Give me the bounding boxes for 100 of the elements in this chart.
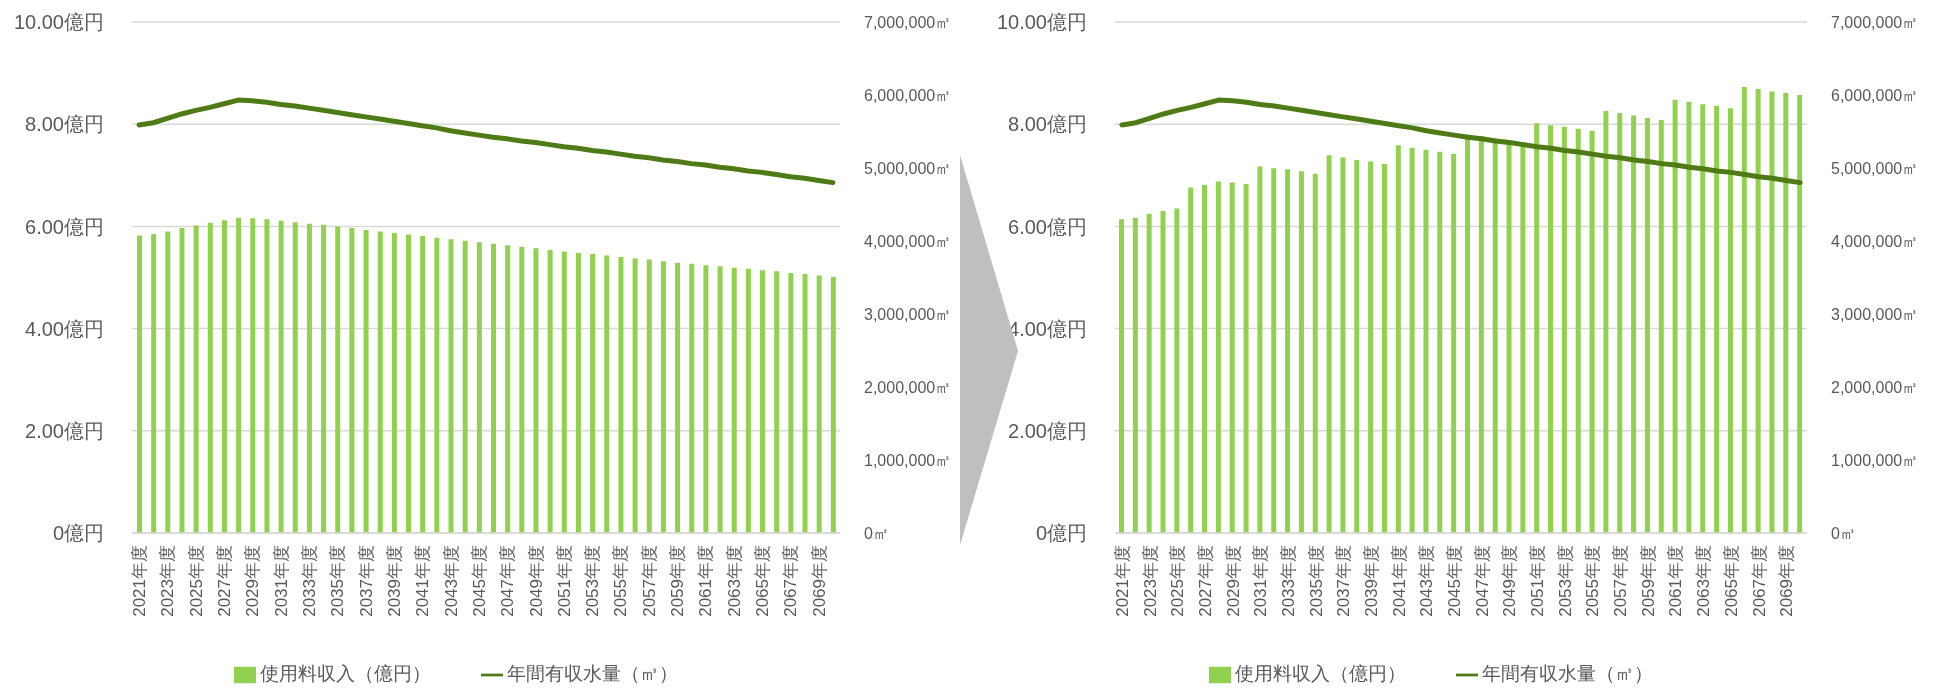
bar [717, 266, 723, 533]
y2-tick-label: 3,000,000㎥ [864, 305, 952, 323]
bar [1755, 88, 1761, 533]
bar [1354, 159, 1360, 533]
y-tick-label: 8.00億円 [1008, 113, 1087, 136]
bar [802, 273, 808, 533]
y-tick-label: 10.00億円 [13, 11, 104, 34]
x-tick-label: 2059年度 [668, 545, 688, 617]
legend-label: 年間有収水量（㎥） [1481, 663, 1653, 684]
y2-tick-label: 4,000,000㎥ [1831, 232, 1919, 250]
bar [788, 272, 794, 533]
bar [321, 224, 327, 533]
bar [1561, 126, 1567, 533]
bar [1783, 93, 1789, 533]
bar [1312, 173, 1318, 533]
bar [1146, 213, 1152, 533]
x-tick-label: 2051年度 [554, 545, 574, 617]
bar [689, 263, 695, 533]
bar [675, 262, 681, 533]
x-tick-label: 2045年度 [1445, 545, 1465, 617]
x-tick-label: 2063年度 [724, 545, 744, 617]
x-tick-label: 2031年度 [271, 545, 291, 617]
bar [236, 217, 242, 533]
bar [1395, 145, 1401, 533]
bar [1658, 120, 1664, 533]
bar [519, 246, 525, 533]
y-tick-label: 6.00億円 [25, 215, 104, 238]
x-tick-label: 2021年度 [130, 545, 150, 617]
y-tick-label: 6.00億円 [1008, 215, 1087, 238]
x-tick-label: 2023年度 [1140, 545, 1160, 617]
bar [632, 258, 638, 533]
x-tick-label: 2065年度 [753, 545, 773, 617]
x-tick-label: 2021年度 [1112, 545, 1132, 617]
bar [1437, 151, 1443, 533]
bar [349, 227, 355, 533]
bar [193, 225, 199, 533]
bar [703, 265, 709, 533]
y2-tick-label: 0㎥ [1831, 524, 1856, 542]
bar [335, 226, 341, 533]
x-tick-label: 2039年度 [1361, 545, 1381, 617]
bar [250, 218, 256, 533]
y-tick-label: 0億円 [52, 522, 104, 545]
x-tick-label: 2033年度 [299, 545, 319, 617]
bar [774, 271, 780, 533]
x-tick-label: 2053年度 [1555, 545, 1575, 617]
bar [1340, 157, 1346, 533]
bar [1741, 86, 1747, 533]
bar [561, 251, 567, 533]
y2-tick-label: 5,000,000㎥ [864, 159, 952, 177]
bar [434, 237, 440, 533]
y-tick-label: 4.00億円 [25, 317, 104, 340]
bar [1714, 105, 1720, 533]
bar [547, 249, 553, 533]
bar [533, 248, 539, 533]
x-tick-label: 2069年度 [809, 545, 829, 617]
x-tick-label: 2051年度 [1528, 545, 1548, 617]
bar [1769, 91, 1775, 533]
bar [1298, 171, 1304, 533]
bar [1229, 182, 1235, 533]
bar [1589, 130, 1595, 533]
bar [264, 219, 270, 533]
bar [1534, 123, 1540, 533]
bar [618, 257, 624, 533]
bar [1797, 95, 1803, 533]
bar [1617, 112, 1623, 533]
bar [830, 276, 836, 533]
bar [745, 268, 751, 533]
y2-tick-label: 7,000,000㎥ [864, 13, 952, 31]
bar [1548, 125, 1554, 533]
bar [1202, 185, 1208, 533]
bar [1132, 217, 1138, 533]
y-tick-label: 8.00億円 [25, 113, 104, 136]
bar [1727, 108, 1733, 533]
x-tick-label: 2067年度 [781, 545, 801, 617]
bar [1603, 110, 1609, 533]
bar [278, 220, 284, 533]
bar [448, 239, 454, 533]
bar [377, 231, 383, 533]
bar [1174, 208, 1180, 533]
x-tick-label: 2061年度 [1666, 545, 1686, 617]
x-tick-label: 2043年度 [1417, 545, 1437, 617]
x-tick-label: 2041年度 [1389, 545, 1409, 617]
y2-tick-label: 6,000,000㎥ [1831, 86, 1919, 104]
x-tick-label: 2025年度 [186, 545, 206, 617]
x-tick-label: 2067年度 [1749, 545, 1769, 617]
bar [760, 270, 766, 533]
bar [1700, 104, 1706, 533]
bar [660, 261, 666, 533]
bar [179, 227, 185, 533]
bar [292, 222, 298, 533]
bar [1478, 136, 1484, 533]
bar [1271, 168, 1277, 533]
x-tick-label: 2043年度 [441, 545, 461, 617]
bar [1257, 166, 1263, 533]
legend-label: 使用料収入（億円） [260, 663, 431, 684]
bar [207, 222, 213, 533]
y-tick-label: 10.00億円 [996, 11, 1087, 34]
y-tick-label: 0億円 [1035, 522, 1087, 545]
bar [391, 233, 397, 533]
y-tick-label: 4.00億円 [1008, 317, 1087, 340]
